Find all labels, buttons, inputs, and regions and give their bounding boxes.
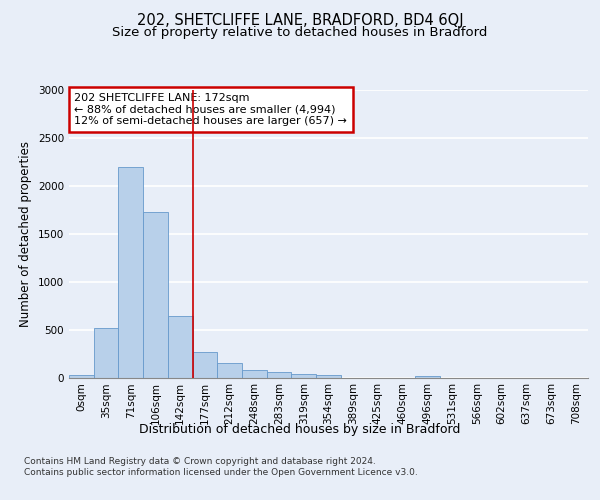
Bar <box>193 352 217 378</box>
Bar <box>94 328 118 378</box>
Bar <box>242 370 267 378</box>
Bar <box>316 374 341 378</box>
Bar <box>143 212 168 378</box>
Bar <box>217 363 242 378</box>
Text: 202 SHETCLIFFE LANE: 172sqm
← 88% of detached houses are smaller (4,994)
12% of : 202 SHETCLIFFE LANE: 172sqm ← 88% of det… <box>74 93 347 126</box>
Text: 202, SHETCLIFFE LANE, BRADFORD, BD4 6QJ: 202, SHETCLIFFE LANE, BRADFORD, BD4 6QJ <box>137 12 463 28</box>
Text: Distribution of detached houses by size in Bradford: Distribution of detached houses by size … <box>139 422 461 436</box>
Bar <box>292 374 316 378</box>
Bar <box>267 372 292 378</box>
Y-axis label: Number of detached properties: Number of detached properties <box>19 141 32 327</box>
Text: Size of property relative to detached houses in Bradford: Size of property relative to detached ho… <box>112 26 488 39</box>
Bar <box>69 374 94 378</box>
Bar <box>168 316 193 378</box>
Bar <box>118 166 143 378</box>
Text: Contains HM Land Registry data © Crown copyright and database right 2024.
Contai: Contains HM Land Registry data © Crown c… <box>24 458 418 477</box>
Bar <box>415 376 440 378</box>
